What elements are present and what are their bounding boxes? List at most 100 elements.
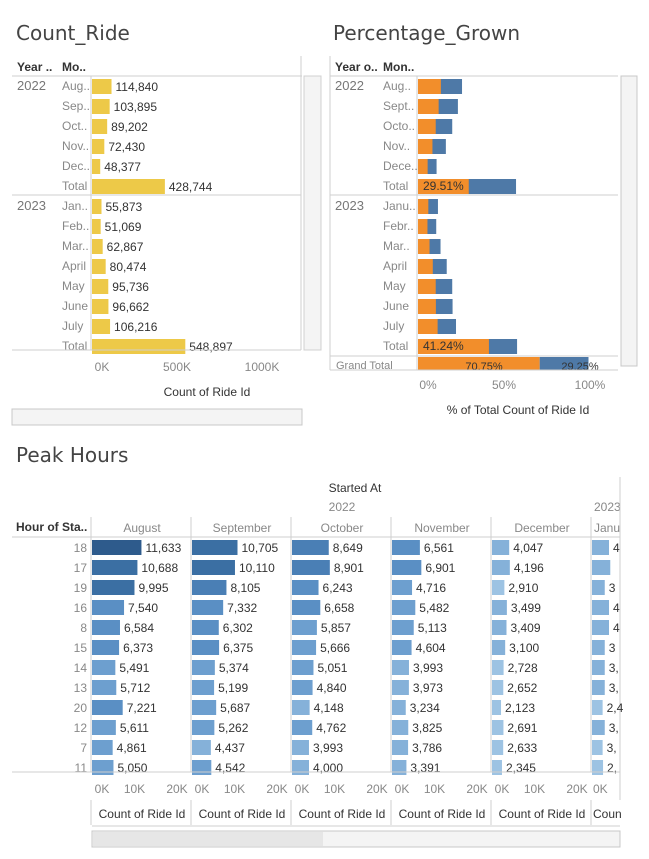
pct-month-label: May (383, 279, 406, 293)
peak-bar (192, 600, 224, 615)
peak-bar (492, 700, 502, 715)
count-ride-value-label: 428,744 (169, 180, 213, 194)
pct-bar-first (418, 319, 438, 334)
peak-bar (392, 640, 412, 655)
peak-bar (92, 700, 123, 715)
peak-axis-tick: 10K (424, 782, 445, 796)
peak-bar (292, 580, 319, 595)
count-ride-bar (92, 319, 111, 334)
pct-grand-bar-first (418, 357, 540, 370)
peak-value-label: 3,973 (413, 681, 443, 695)
peak-value-label: 4 (613, 621, 620, 635)
count-ride-bar (92, 99, 110, 114)
count-ride-bar (92, 159, 101, 174)
count-ride-month-label: Total (62, 179, 87, 193)
peak-axis-tick: 20K (166, 782, 187, 796)
peak-bar (592, 740, 603, 755)
peak-scrollbar-thumb[interactable] (93, 832, 323, 846)
pct-vertical-scrollbar[interactable] (620, 75, 638, 367)
peak-bar (192, 700, 217, 715)
peak-value-label: 3,993 (313, 741, 343, 755)
peak-value-label: 3, (609, 681, 619, 695)
count-ride-horizontal-scrollbar[interactable] (11, 408, 303, 426)
pct-year-header: Year o.. (335, 60, 378, 74)
peak-value-label: 4,716 (416, 581, 446, 595)
peak-bar (392, 660, 409, 675)
peak-hour-label: 11 (75, 761, 88, 775)
count-ride-value-label: 114,840 (116, 80, 159, 94)
peak-hour-label: 18 (74, 541, 88, 555)
peak-bar (392, 720, 409, 735)
peak-bar (392, 740, 409, 755)
count-ride-value-label: 96,662 (112, 300, 149, 314)
peak-hours-title: Peak Hours (16, 443, 129, 467)
peak-hour-label: 13 (74, 681, 88, 695)
peak-month-header: Janu (594, 521, 620, 535)
count-ride-bar (92, 279, 109, 294)
peak-hour-label: 15 (74, 641, 88, 655)
count-ride-bar (92, 199, 102, 214)
peak-bar (292, 740, 309, 755)
peak-axis-tick: 10K (524, 782, 545, 796)
peak-bar (492, 640, 506, 655)
peak-hour-label: 19 (74, 581, 88, 595)
peak-bar (492, 580, 505, 595)
peak-bar (392, 580, 413, 595)
peak-axis-title: Count of Ride Id (399, 807, 486, 821)
count-ride-value-label: 95,736 (112, 280, 149, 294)
pct-month-header: Mon.. (383, 60, 414, 74)
peak-value-label: 8,901 (334, 561, 364, 575)
peak-value-label: 7,540 (128, 601, 158, 615)
peak-axis-tick: 20K (566, 782, 587, 796)
peak-value-label: 3, (609, 721, 619, 735)
pct-month-label: June (383, 299, 409, 313)
peak-bar (392, 620, 414, 635)
peak-axis-tick: 10K (224, 782, 245, 796)
pct-axis-tick: 0% (419, 378, 437, 392)
pct-month-label: Mar.. (383, 239, 410, 253)
pct-year-label: 2023 (335, 198, 364, 213)
peak-hour-label: 16 (74, 601, 88, 615)
pct-month-label: Octo.. (383, 119, 415, 133)
pct-bar-first (418, 339, 489, 354)
peak-bar (92, 660, 116, 675)
peak-bar (292, 560, 330, 575)
pct-month-label: Aug.. (383, 79, 411, 93)
peak-value-label: 5,611 (120, 721, 149, 735)
peak-axis-title: Count of Ride Id (299, 807, 386, 821)
peak-value-label: 5,491 (119, 661, 149, 675)
peak-value-label: 4,000 (313, 761, 343, 775)
peak-bar (492, 660, 504, 675)
pct-month-label: Sept.. (383, 99, 414, 113)
count-ride-value-label: 55,873 (105, 200, 142, 214)
peak-hour-label: 17 (74, 561, 88, 575)
peak-bar (592, 580, 605, 595)
peak-bar (192, 760, 212, 775)
peak-value-label: 3,100 (509, 641, 539, 655)
peak-hour-label: 12 (74, 721, 88, 735)
count-ride-vertical-scrollbar[interactable] (303, 75, 322, 351)
pct-grand-bar-second (539, 357, 589, 370)
peak-bar (292, 760, 309, 775)
pct-bar-first (418, 239, 430, 254)
peak-value-label: 5,666 (320, 641, 350, 655)
pct-grand-total-value: 70.75% (465, 361, 503, 373)
peak-value-label: 4,148 (314, 701, 344, 715)
peak-value-label: 3 (609, 641, 616, 655)
pct-total-2022-label: 29.51% (423, 179, 464, 193)
peak-bar (92, 580, 135, 595)
count-ride-value-label: 548,897 (189, 340, 233, 354)
peak-bar (92, 620, 120, 635)
peak-value-label: 6,243 (323, 581, 353, 595)
peak-bar (92, 680, 117, 695)
pct-bar-first (418, 299, 436, 314)
pct-month-label: Dece.. (383, 159, 418, 173)
peak-bar (92, 600, 125, 615)
peak-value-label: 5,199 (218, 681, 248, 695)
peak-axis-tick: 0K (195, 782, 210, 796)
pct-month-label: July (383, 319, 404, 333)
peak-value-label: 10,705 (241, 541, 278, 555)
peak-bar (292, 660, 314, 675)
count-ride-value-label: 51,069 (105, 220, 142, 234)
